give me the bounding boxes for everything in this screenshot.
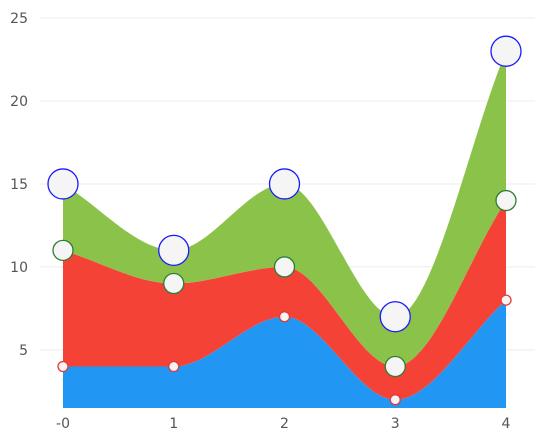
areas	[63, 51, 506, 408]
y-axis-ticks: 5 10 15 20 25	[10, 11, 28, 359]
data-point-marker[interactable]	[273, 256, 296, 278]
data-point-marker[interactable]	[163, 272, 185, 295]
area-series-1	[63, 300, 506, 408]
x-tick-label: -0	[56, 416, 70, 432]
x-tick-label: 1	[169, 416, 178, 432]
data-point-marker[interactable]	[495, 189, 517, 212]
area-series-2	[63, 200, 506, 400]
y-tick-label: 5	[19, 343, 28, 359]
data-point-marker[interactable]	[389, 394, 401, 406]
y-tick-label: 25	[10, 11, 28, 27]
data-point-marker[interactable]	[47, 168, 79, 200]
data-point-marker[interactable]	[57, 360, 69, 373]
data-point-marker[interactable]	[500, 294, 512, 306]
data-point-marker[interactable]	[278, 311, 291, 323]
data-point-marker[interactable]	[158, 234, 190, 266]
x-tick-label: 2	[280, 416, 289, 432]
data-point-marker[interactable]	[268, 168, 301, 200]
x-axis-ticks: -0 1 2 3 4	[56, 416, 511, 432]
x-tick-label: 4	[502, 416, 511, 432]
y-tick-label: 10	[10, 260, 28, 276]
y-tick-label: 15	[10, 177, 28, 193]
data-point-marker[interactable]	[384, 355, 406, 378]
y-tick-label: 20	[10, 94, 28, 110]
x-tick-label: 3	[391, 416, 400, 432]
data-point-marker[interactable]	[490, 35, 522, 67]
area-series-3	[63, 51, 506, 367]
data-point-marker[interactable]	[52, 239, 74, 261]
data-point-marker[interactable]	[168, 360, 180, 373]
markers	[47, 35, 522, 406]
data-point-marker[interactable]	[379, 301, 411, 333]
